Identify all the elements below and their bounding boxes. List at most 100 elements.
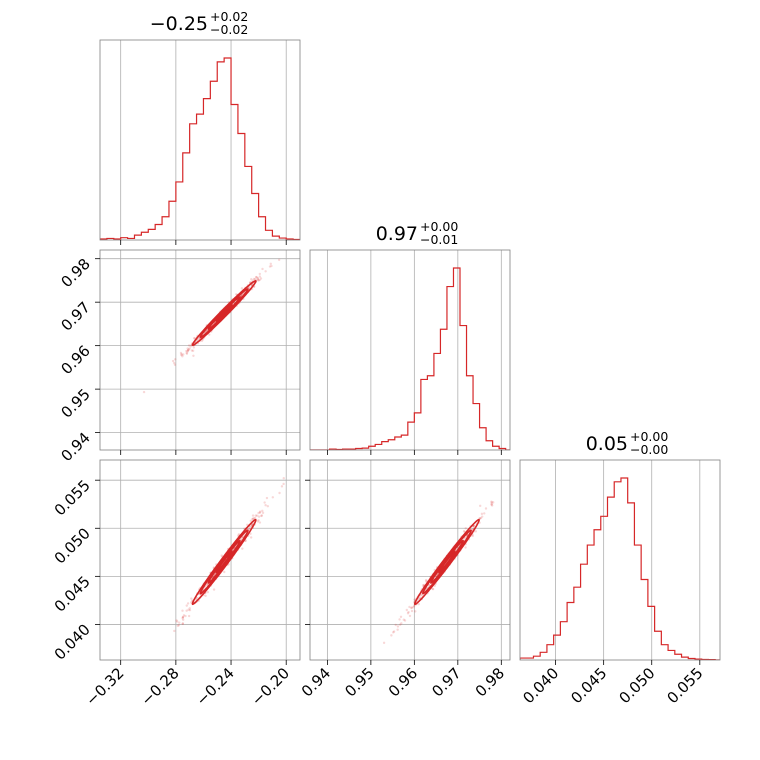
x-tick-label: −0.24	[193, 664, 238, 709]
contour-level-3	[191, 280, 257, 347]
sample-point	[462, 529, 466, 533]
sample-point	[472, 524, 476, 528]
panel-title-2: 0.05 +0.00−0.00	[586, 429, 669, 457]
sample-point	[263, 501, 266, 504]
sample-point	[171, 359, 175, 363]
data-layer	[100, 57, 720, 660]
sample-point	[265, 496, 269, 500]
sample-point	[187, 344, 191, 347]
sample-point	[180, 353, 183, 357]
sample-point	[408, 614, 412, 618]
contour-level-3	[413, 518, 480, 606]
sample-point	[142, 390, 146, 394]
x-tick-label: −0.28	[137, 664, 182, 709]
x-tick-label: 0.96	[385, 664, 421, 700]
sample-point	[249, 536, 253, 539]
sample-point	[382, 641, 386, 645]
contour-level-3	[191, 518, 257, 606]
sample-point	[257, 515, 261, 518]
sample-point	[241, 547, 244, 550]
title-value: 0.05	[586, 433, 628, 455]
sample-point	[235, 293, 238, 296]
x-tick-label: 0.055	[664, 664, 707, 707]
panel-content	[520, 477, 720, 660]
sample-point	[403, 619, 407, 622]
sample-point	[260, 514, 264, 517]
sample-point	[402, 618, 406, 621]
panel-frame	[309, 249, 511, 451]
sample-point	[185, 351, 188, 355]
sample-point	[175, 619, 178, 622]
sample-point	[412, 606, 415, 609]
sample-point	[471, 534, 474, 538]
sample-point	[249, 519, 252, 523]
sample-point	[181, 622, 185, 625]
sample-point	[280, 485, 284, 488]
sample-point	[186, 348, 190, 352]
sample-point	[259, 277, 263, 280]
sample-point	[431, 587, 434, 591]
sample-point	[182, 614, 186, 617]
panel-content	[382, 500, 495, 645]
grid-lines	[100, 460, 300, 660]
sample-point	[186, 350, 189, 353]
sample-point	[179, 351, 183, 355]
sample-point	[408, 605, 411, 609]
x-tick-label: 0.97	[428, 664, 464, 700]
sample-point	[431, 587, 435, 591]
sample-point	[406, 612, 410, 615]
sample-point	[181, 616, 185, 619]
y-tick-label: 0.045	[51, 572, 94, 615]
y-tick-label: 0.98	[57, 255, 93, 291]
sample-point	[479, 516, 483, 520]
sample-point	[260, 514, 263, 518]
histogram-2	[520, 477, 720, 660]
sample-point	[264, 504, 267, 507]
sample-point	[261, 511, 265, 515]
sample-point	[181, 355, 184, 358]
sample-point	[484, 507, 488, 510]
sample-point	[266, 505, 270, 508]
x-tick-label: 0.95	[341, 664, 377, 700]
sample-point	[240, 287, 244, 290]
grid-lines	[100, 250, 300, 450]
contour-level-0	[215, 304, 233, 322]
sample-point	[413, 598, 416, 601]
sample-point	[398, 623, 402, 626]
sample-point	[255, 275, 258, 279]
sample-point	[184, 614, 187, 618]
sample-point	[173, 361, 176, 365]
sample-point	[237, 533, 241, 536]
sample-point	[175, 620, 179, 623]
sample-point	[223, 570, 226, 574]
sample-point	[258, 511, 262, 514]
sample-point	[190, 597, 193, 600]
sample-point	[186, 347, 189, 350]
title-value: −0.25	[150, 13, 208, 35]
x-tick-label: 0.98	[472, 664, 508, 700]
sample-point	[410, 606, 413, 609]
sample-point	[261, 267, 264, 271]
y-tick-label: 0.97	[57, 298, 93, 334]
sample-point	[258, 275, 262, 278]
sample-point	[185, 609, 188, 612]
sample-point	[480, 515, 484, 518]
sample-point	[176, 624, 179, 627]
sample-point	[490, 502, 493, 506]
sample-point	[252, 277, 256, 281]
sample-point	[181, 617, 184, 620]
sample-point	[400, 622, 403, 625]
sample-point	[282, 477, 285, 480]
y-tick-label: 0.95	[57, 385, 93, 421]
panel-frame	[99, 39, 301, 241]
sample-point	[410, 606, 413, 610]
title-minus: −0.01	[420, 232, 458, 247]
sample-point	[269, 262, 272, 266]
sample-point	[256, 278, 260, 282]
sample-point	[278, 491, 281, 495]
x-tick-label: 0.040	[519, 664, 562, 707]
sample-point	[399, 615, 403, 619]
sample-point	[200, 339, 204, 342]
sample-point	[251, 514, 255, 517]
